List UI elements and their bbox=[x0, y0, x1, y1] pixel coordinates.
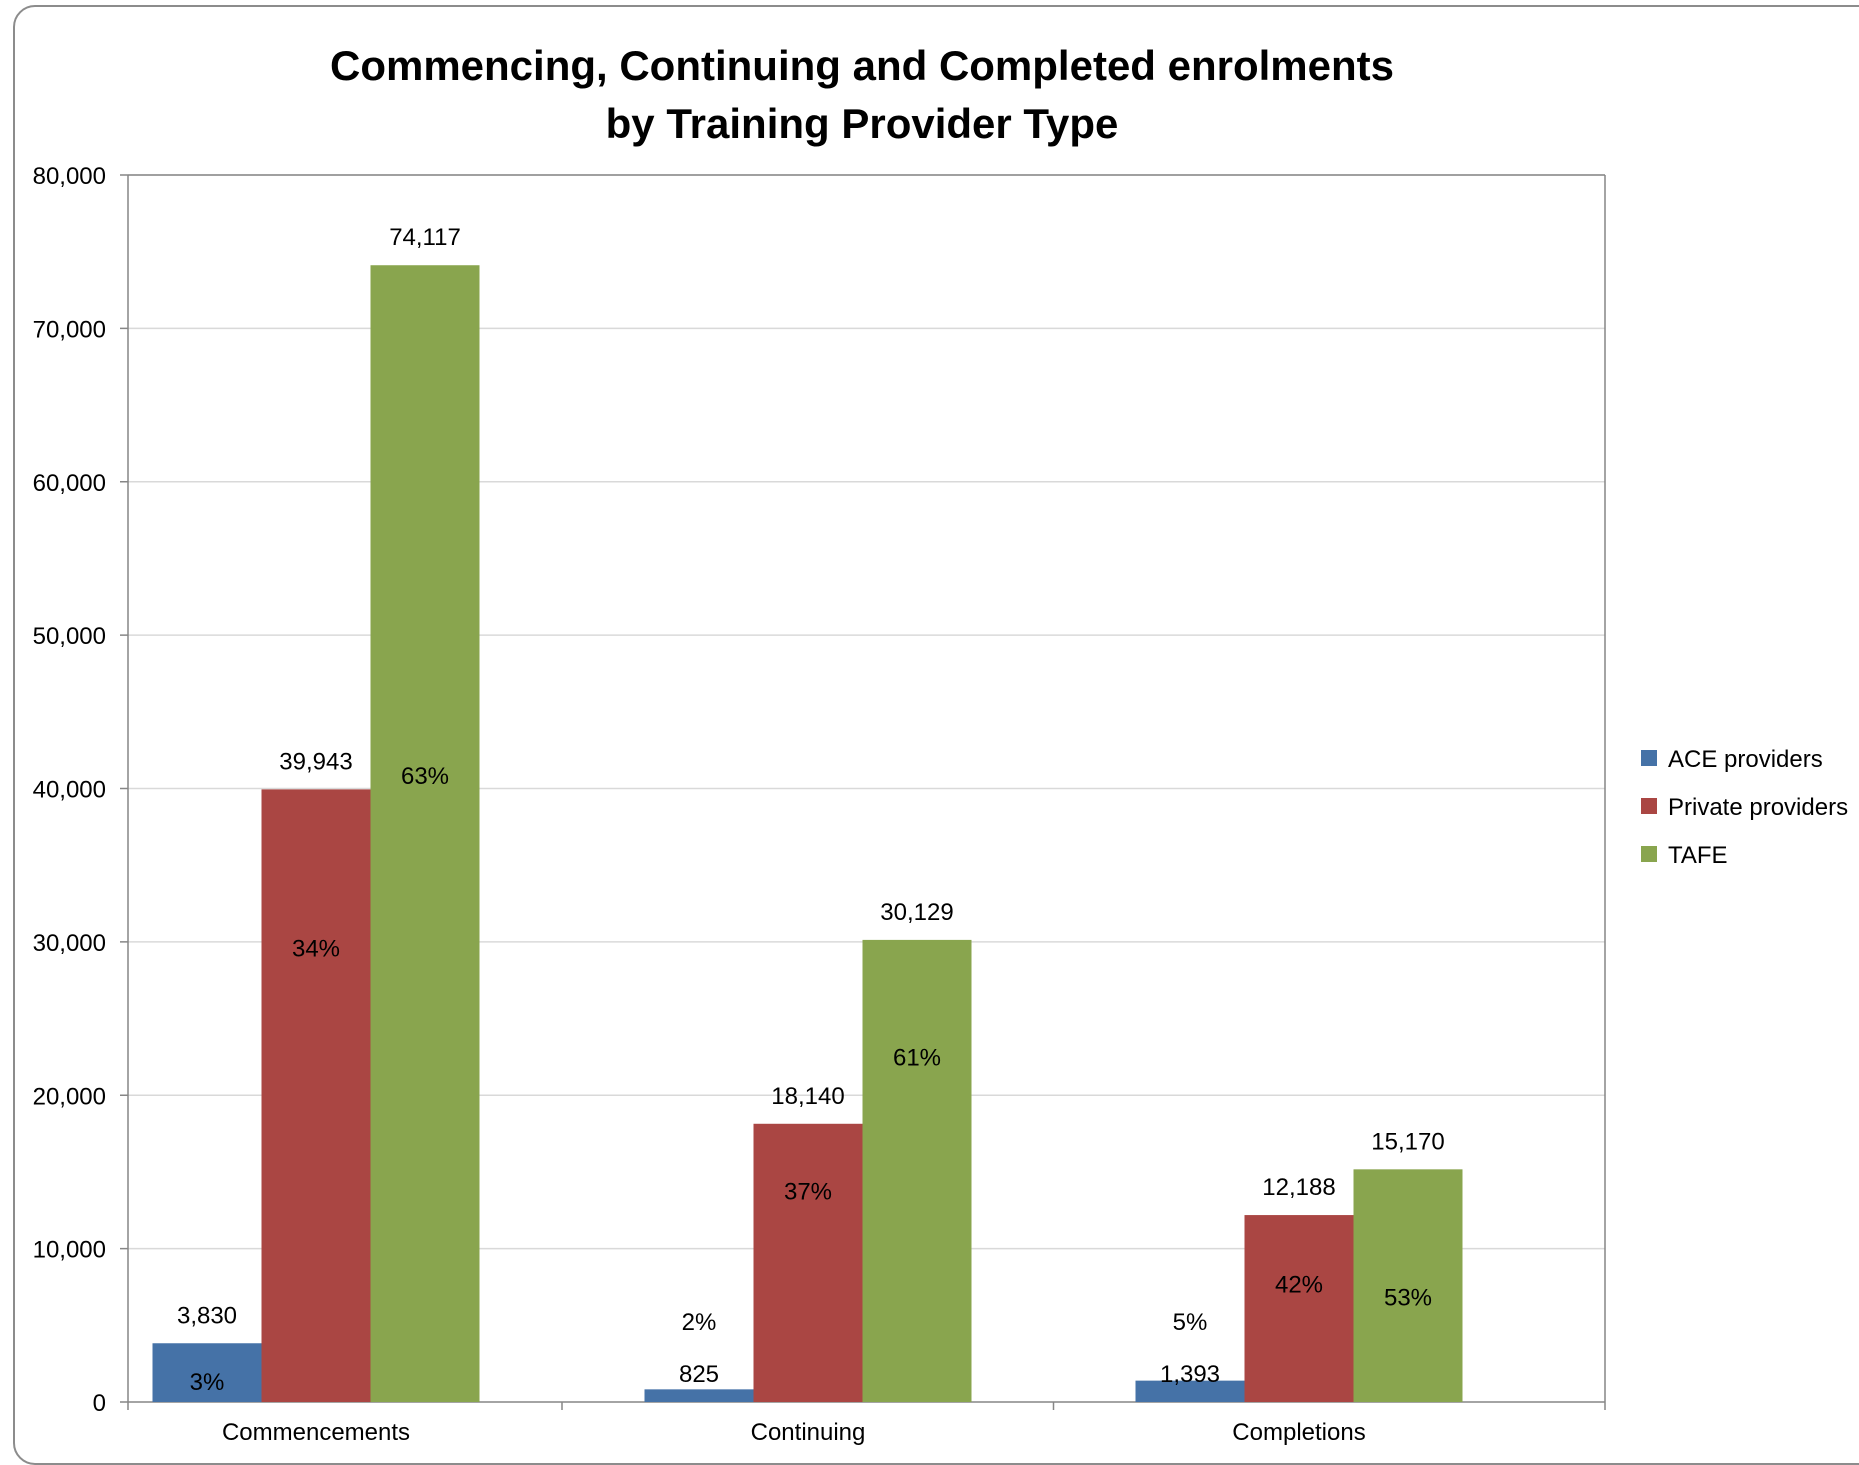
legend-swatch-private bbox=[1641, 798, 1657, 814]
value-label: 825 bbox=[679, 1361, 719, 1388]
value-label: 3,830 bbox=[177, 1302, 237, 1329]
x-category-label: Commencements bbox=[222, 1419, 410, 1446]
axes: 0 10,000 20,000 30,000 40,000 50,000 60,000 70,… bbox=[33, 163, 1606, 1446]
bar-ace-1 bbox=[644, 1389, 754, 1402]
percent-label: 5% bbox=[1173, 1309, 1208, 1336]
value-label: 74,117 bbox=[389, 224, 461, 251]
value-label: 30,129 bbox=[880, 899, 953, 926]
legend-label: Private providers bbox=[1668, 794, 1848, 821]
bar-private-2 bbox=[1244, 1215, 1354, 1402]
bar-ace-2 bbox=[1135, 1380, 1245, 1402]
bars bbox=[152, 265, 1463, 1403]
percent-label: 37% bbox=[784, 1179, 832, 1206]
bar-tafe-0 bbox=[370, 265, 480, 1403]
y-tick-label: 50,000 bbox=[33, 623, 106, 650]
legend-swatch-tafe bbox=[1641, 846, 1657, 862]
percent-label: 3% bbox=[190, 1369, 225, 1396]
x-category-label: Continuing bbox=[751, 1419, 866, 1446]
data-labels: 3,830 3% 825 2% 1,393 5% 39,943 34% 18,140 37% 12,… bbox=[177, 224, 1445, 1396]
y-tick-label: 0 bbox=[93, 1390, 106, 1417]
bar-tafe-1 bbox=[862, 939, 972, 1402]
value-label: 39,943 bbox=[279, 748, 352, 775]
bar-tafe-2 bbox=[1353, 1169, 1463, 1402]
value-label: 18,140 bbox=[771, 1083, 844, 1110]
percent-label: 2% bbox=[682, 1309, 717, 1336]
chart-title-line-1: Commencing, Continuing and Completed enr… bbox=[330, 42, 1394, 89]
percent-label: 63% bbox=[401, 763, 449, 790]
x-category-label: Completions bbox=[1232, 1419, 1365, 1446]
value-label: 15,170 bbox=[1371, 1128, 1444, 1155]
percent-label: 34% bbox=[292, 935, 340, 962]
bar-ace-0 bbox=[152, 1343, 262, 1402]
y-tick-label: 30,000 bbox=[33, 930, 106, 957]
percent-label: 42% bbox=[1275, 1271, 1323, 1298]
percent-label: 53% bbox=[1384, 1284, 1432, 1311]
bar-private-0 bbox=[261, 789, 371, 1402]
y-tick-label: 40,000 bbox=[33, 777, 106, 804]
y-tick-label: 70,000 bbox=[33, 316, 106, 343]
legend: ACE providers Private providers TAFE bbox=[1641, 746, 1848, 869]
y-tick-label: 20,000 bbox=[33, 1083, 106, 1110]
bar-private-1 bbox=[753, 1123, 863, 1402]
y-tick-label: 60,000 bbox=[33, 470, 106, 497]
chart-title-line-2: by Training Provider Type bbox=[606, 100, 1119, 147]
percent-label: 61% bbox=[893, 1044, 941, 1071]
y-tick-label: 10,000 bbox=[33, 1237, 106, 1264]
legend-label: TAFE bbox=[1668, 842, 1728, 869]
chart-title: Commencing, Continuing and Completed enr… bbox=[330, 42, 1394, 147]
value-label: 12,188 bbox=[1262, 1174, 1335, 1201]
value-label: 1,393 bbox=[1160, 1361, 1220, 1388]
legend-swatch-ace bbox=[1641, 750, 1657, 766]
y-tick-label: 80,000 bbox=[33, 163, 106, 190]
legend-label: ACE providers bbox=[1668, 746, 1823, 773]
